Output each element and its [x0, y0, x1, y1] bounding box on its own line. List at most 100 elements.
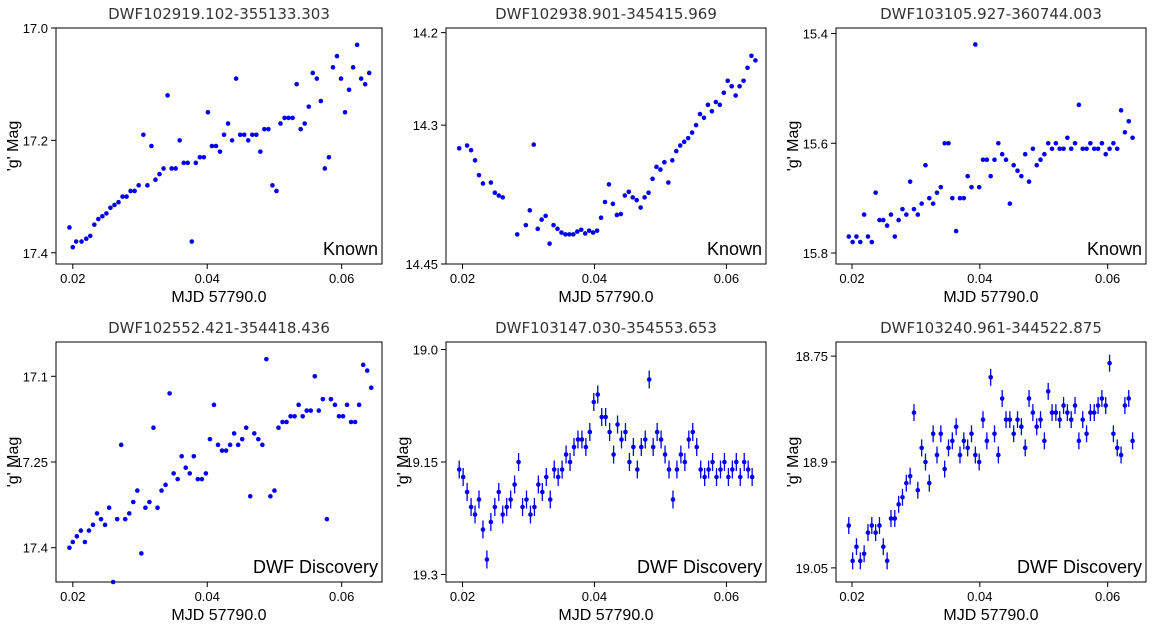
- data-points: [67, 356, 374, 585]
- y-axis-label: 'g' Mag: [395, 437, 412, 488]
- data-point: [658, 167, 663, 172]
- data-point: [278, 121, 283, 126]
- data-point: [286, 115, 291, 121]
- x-axis-label: MJD 57790.0: [171, 607, 266, 624]
- data-point: [247, 493, 253, 499]
- data-point: [203, 471, 209, 476]
- data-point: [524, 497, 529, 502]
- data-point: [157, 171, 162, 177]
- data-point: [618, 211, 624, 217]
- data-point: [215, 442, 221, 448]
- classification-label: Known: [1087, 239, 1142, 259]
- data-point: [356, 402, 362, 408]
- data-point: [342, 109, 348, 115]
- data-point: [1080, 417, 1086, 422]
- data-point: [171, 471, 176, 476]
- data-point: [1038, 157, 1043, 163]
- data-point: [697, 111, 703, 117]
- data-point: [233, 76, 239, 81]
- data-point: [984, 438, 990, 444]
- data-point: [583, 444, 589, 450]
- data-point: [262, 126, 267, 132]
- y-tick-label: 17.25: [15, 455, 48, 470]
- data-point: [352, 419, 358, 425]
- y-tick-label: 15.8: [803, 246, 828, 261]
- y-tick-label: 17.4: [23, 246, 48, 261]
- data-point: [504, 504, 510, 510]
- x-tick-label: 0.06: [329, 589, 354, 604]
- data-point: [915, 212, 921, 217]
- data-point: [181, 160, 187, 166]
- data-point: [674, 467, 680, 472]
- x-tick-label: 0.02: [450, 271, 475, 286]
- data-point: [1015, 168, 1020, 173]
- data-point: [953, 228, 959, 234]
- data-points: [846, 42, 1135, 245]
- data-point: [100, 213, 105, 219]
- data-point: [919, 445, 924, 451]
- data-point: [877, 217, 882, 223]
- data-point: [627, 459, 632, 465]
- data-point: [654, 164, 659, 170]
- data-point: [1049, 146, 1055, 152]
- data-point: [615, 422, 620, 427]
- data-point: [873, 530, 878, 535]
- panel-title: DWF103240.961-344522.875: [880, 319, 1102, 337]
- data-point: [721, 90, 727, 96]
- data-point: [1103, 403, 1109, 408]
- data-point: [702, 474, 707, 480]
- data-point: [1045, 389, 1051, 394]
- data-point: [260, 442, 265, 448]
- data-point: [1019, 173, 1024, 179]
- data-point: [673, 148, 679, 154]
- y-tick-label: 14.2: [413, 26, 438, 41]
- data-point: [709, 108, 715, 114]
- panel-title: DWF102938.901-345415.969: [495, 5, 717, 23]
- data-point: [484, 557, 490, 562]
- data-point: [594, 228, 600, 233]
- data-point: [1076, 102, 1082, 108]
- x-tick-label: 0.02: [839, 271, 864, 286]
- data-point: [268, 493, 273, 499]
- data-point: [266, 126, 271, 132]
- data-point: [996, 140, 1001, 146]
- data-point: [650, 444, 656, 450]
- x-axis-label: MJD 57790.0: [558, 289, 653, 306]
- data-point: [368, 385, 374, 391]
- classification-label: DWF Discovery: [1017, 557, 1142, 577]
- data-point: [336, 413, 342, 419]
- data-point: [571, 232, 576, 237]
- data-point: [1130, 438, 1135, 444]
- plot-frame: [445, 341, 767, 583]
- light-curve-panel-5: DWF103147.030-354553.653 0.02 0.04 0.06 19.0…: [395, 319, 767, 624]
- data-point: [175, 476, 180, 482]
- plot-frame: [55, 27, 383, 265]
- data-point: [626, 189, 632, 195]
- data-point: [358, 76, 364, 81]
- data-point: [555, 226, 560, 232]
- y-tick-label: 17.4: [23, 541, 48, 556]
- data-point: [1034, 424, 1040, 430]
- data-point: [965, 173, 970, 179]
- x-axis-label: MJD 57790.0: [171, 289, 266, 306]
- y-tick-label: 15.6: [803, 136, 828, 151]
- data-point: [930, 201, 936, 206]
- data-point: [603, 414, 608, 420]
- data-point: [973, 452, 978, 458]
- light-curve-panel-6: DWF103240.961-344522.875 0.02 0.04 0.06 18.7…: [785, 319, 1147, 624]
- data-point: [547, 241, 552, 246]
- data-point: [1011, 431, 1016, 437]
- data-point: [725, 78, 731, 84]
- data-point: [141, 132, 146, 138]
- data-point: [340, 413, 346, 419]
- data-point: [108, 205, 113, 211]
- data-point: [1034, 162, 1040, 168]
- data-point: [854, 544, 859, 550]
- data-point: [82, 539, 88, 545]
- data-point: [221, 132, 227, 138]
- data-point: [1049, 410, 1055, 415]
- plot-frame: [55, 341, 383, 583]
- data-point: [1099, 396, 1105, 401]
- light-curve-panel-3: DWF103105.927-360744.003 0.02 0.04 0.06 15.4…: [785, 5, 1147, 306]
- data-point: [1057, 146, 1063, 152]
